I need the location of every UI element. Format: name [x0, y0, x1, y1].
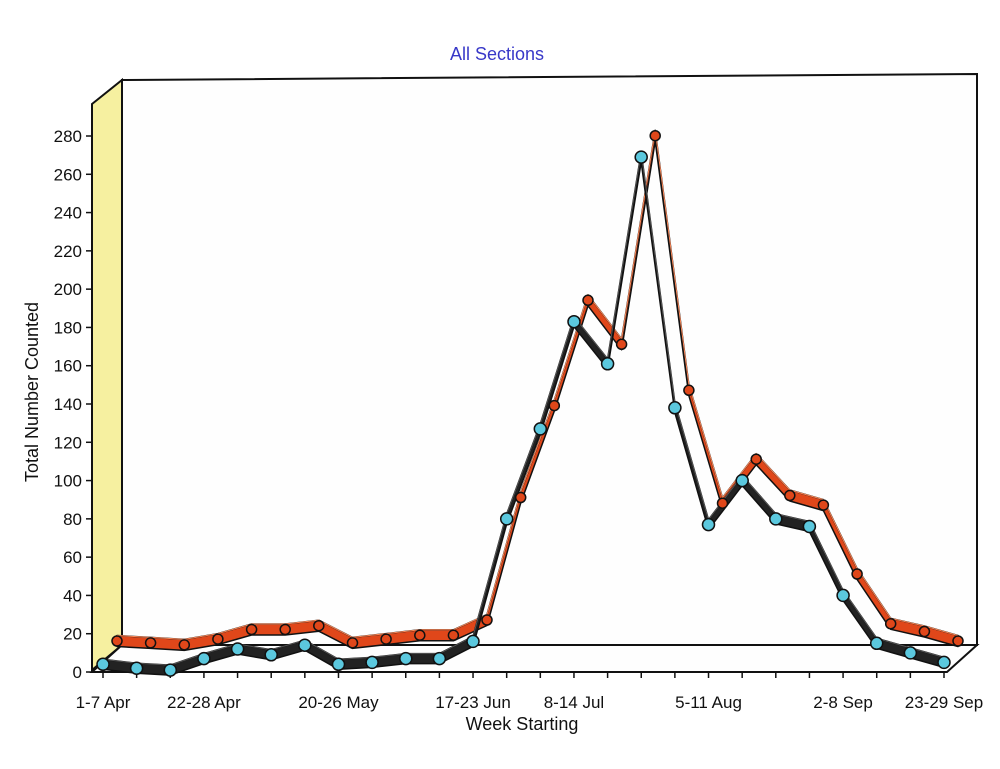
y-tick-label: 200 — [54, 280, 82, 299]
data-point — [414, 629, 426, 642]
data-point — [567, 314, 581, 329]
x-tick-label: 8-14 Jul — [544, 693, 604, 712]
data-point — [533, 422, 548, 436]
data-point — [245, 623, 258, 636]
data-point — [432, 651, 447, 666]
data-point — [481, 614, 493, 626]
x-axis-label: Week Starting — [466, 714, 579, 734]
data-point — [380, 633, 392, 645]
y-tick-label: 180 — [54, 318, 82, 337]
x-axis-ticks: 1-7 Apr 22-28 Apr 20-26 May 17-23 Jun 8-14 J… — [76, 672, 983, 712]
side-wall — [91, 77, 123, 673]
data-point — [903, 646, 918, 660]
chart-title: All Sections — [450, 44, 544, 64]
y-tick-label: 160 — [54, 357, 82, 376]
series-markers — [96, 129, 964, 677]
y-tick-label: 240 — [54, 204, 82, 223]
data-point — [615, 338, 628, 351]
x-tick-label: 23-29 Sep — [905, 693, 983, 712]
data-point — [466, 634, 480, 649]
data-point — [399, 651, 413, 666]
y-tick-label: 0 — [73, 663, 82, 682]
data-point — [313, 619, 325, 632]
series-ribbon-edge — [116, 130, 959, 640]
x-tick-label: 17-23 Jun — [435, 693, 511, 712]
y-axis-label: Total Number Counted — [22, 302, 42, 482]
data-point — [634, 150, 648, 164]
y-tick-label: 80 — [63, 510, 82, 529]
x-tick-label: 22-28 Apr — [167, 693, 241, 712]
data-point — [144, 637, 157, 649]
y-tick-label: 120 — [54, 433, 82, 452]
data-point — [96, 657, 110, 672]
data-point — [649, 129, 661, 142]
data-point — [716, 497, 729, 509]
data-point — [346, 637, 359, 649]
data-point — [937, 655, 951, 670]
data-point — [129, 661, 144, 675]
data-point — [952, 635, 964, 647]
x-tick-label: 2-8 Sep — [813, 693, 873, 712]
data-point — [817, 499, 830, 511]
data-point — [869, 636, 884, 651]
data-point — [836, 588, 850, 603]
data-point — [212, 633, 224, 645]
y-tick-label: 260 — [54, 165, 82, 184]
data-point — [499, 512, 514, 526]
data-point — [163, 663, 178, 677]
data-point — [111, 635, 123, 647]
data-point — [750, 453, 762, 465]
data-point — [582, 294, 594, 307]
data-point — [264, 648, 278, 662]
y-tick-label: 280 — [54, 127, 82, 146]
y-tick-label: 40 — [63, 586, 82, 605]
x-tick-label: 5-11 Aug — [675, 693, 742, 712]
y-tick-label: 140 — [54, 395, 82, 414]
y-tick-label: 20 — [63, 625, 82, 644]
series-ribbon-edge — [102, 152, 945, 666]
data-point — [851, 568, 863, 580]
data-point — [802, 519, 817, 534]
data-point — [178, 639, 191, 651]
data-point — [735, 473, 749, 488]
y-tick-label: 220 — [54, 242, 82, 261]
data-point — [447, 629, 460, 642]
x-tick-label: 1-7 Apr — [76, 693, 131, 712]
y-axis-ticks: 0 20 40 60 80 100 120 140 160 180 200 220 240 260 280 — [54, 127, 92, 682]
data-point — [683, 384, 695, 397]
data-point — [600, 357, 615, 371]
data-point — [701, 517, 716, 532]
x-tick-label: 20-26 May — [298, 693, 379, 712]
data-point — [197, 651, 211, 666]
y-tick-label: 100 — [54, 472, 82, 491]
data-point — [784, 489, 796, 502]
data-point — [230, 642, 245, 656]
y-tick-label: 60 — [63, 548, 82, 567]
data-point — [918, 625, 931, 638]
data-point — [668, 401, 682, 415]
data-point — [279, 623, 291, 636]
data-point — [769, 512, 783, 526]
data-point — [298, 638, 312, 652]
data-point — [884, 618, 897, 630]
data-point — [514, 491, 527, 504]
data-point — [548, 399, 561, 412]
data-point — [331, 657, 346, 672]
data-point — [365, 655, 379, 670]
